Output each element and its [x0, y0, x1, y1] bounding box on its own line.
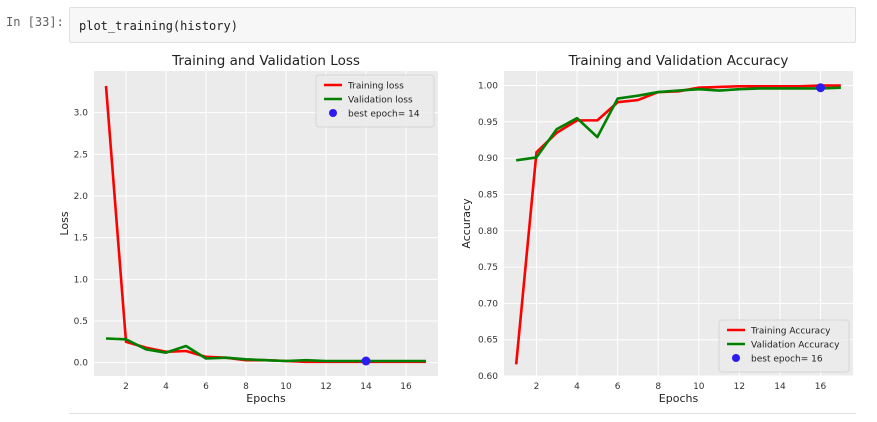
chart1-legend-label-best: best epoch= 14 [348, 110, 420, 120]
chart2-x-tick-label: 10 [693, 382, 705, 392]
chart1-y-tick-label: 0.5 [74, 317, 88, 327]
chart2-series-line-validation [515, 86, 841, 162]
chart1-series-line-validation [105, 337, 426, 363]
chart2-y-tick-label: 0.85 [478, 190, 498, 200]
chart1-x-tick-label: 10 [280, 382, 292, 392]
chart2-best-epoch-point [816, 83, 826, 93]
chart1-y-tick-label: 1.0 [74, 275, 89, 285]
chart2-y-tick-label: 1.00 [478, 82, 498, 92]
chart2-x-tick-label: 4 [574, 382, 580, 392]
chart2-legend-label-validation: Validation Accuracy [751, 341, 840, 351]
chart1-legend-box [315, 74, 435, 128]
chart2-y-tick-label: 0.95 [478, 118, 498, 128]
cell-prompt: In [33]: [6, 15, 64, 29]
chart2-x-tick-label: 8 [655, 382, 661, 392]
chart1-y-tick-label: 1.5 [74, 234, 88, 244]
chart1-x-tick-label: 14 [360, 382, 372, 392]
chart1-x-tick-label: 8 [243, 382, 249, 392]
chart2-legend-label-best: best epoch= 16 [751, 355, 823, 365]
chart1-x-tick-label: 16 [400, 382, 412, 392]
chart1-x-tick-label: 4 [163, 382, 169, 392]
chart2-title: Training and Validation Accuracy [568, 53, 789, 69]
chart2-x-tick-label: 2 [534, 382, 540, 392]
chart2-y-tick-label: 0.80 [478, 227, 498, 237]
chart1-legend-label-validation: Validation loss [348, 96, 413, 106]
chart2-y-tick-label: 0.60 [478, 372, 498, 382]
code-text: plot_training(history) [79, 19, 238, 33]
chart2-x-tick-label: 16 [815, 382, 827, 392]
chart1-best-epoch-point [361, 356, 371, 366]
chart2-x-tick-label: 12 [734, 382, 745, 392]
chart1-x-tick-label: 12 [320, 382, 331, 392]
chart1-x-tick-label: 2 [123, 382, 129, 392]
chart2-legend-swatch-best [732, 354, 740, 362]
chart2-y-tick-label: 0.75 [478, 263, 498, 273]
chart2-x-tick-label: 6 [615, 382, 621, 392]
code-cell-input[interactable]: plot_training(history) [69, 7, 856, 43]
output-divider [69, 413, 856, 414]
chart2-legend-label-training: Training Accuracy [750, 327, 831, 337]
chart1-legend-label-training: Training loss [347, 82, 404, 92]
chart1-y-axis-label: Loss [58, 211, 71, 235]
chart1-y-tick-label: 0.0 [74, 359, 89, 369]
chart1-legend-swatch-best [329, 109, 337, 117]
chart1-x-axis-label: Epochs [246, 392, 286, 405]
chart2-x-tick-label: 14 [774, 382, 786, 392]
chart2-y-tick-label: 0.65 [478, 336, 498, 346]
chart1-title: Training and Validation Loss [171, 53, 360, 69]
chart2-x-axis-label: Epochs [659, 392, 699, 405]
chart1-x-tick-label: 6 [203, 382, 209, 392]
chart1-y-tick-label: 2.5 [74, 150, 88, 160]
chart1-y-tick-label: 3.0 [74, 109, 89, 119]
chart2-y-tick-label: 0.70 [478, 299, 498, 309]
chart2-y-axis-label: Accuracy [460, 198, 473, 249]
chart2-y-tick-label: 0.90 [478, 154, 498, 164]
chart2-legend-box [718, 319, 850, 373]
chart1-y-tick-label: 2.0 [74, 192, 89, 202]
